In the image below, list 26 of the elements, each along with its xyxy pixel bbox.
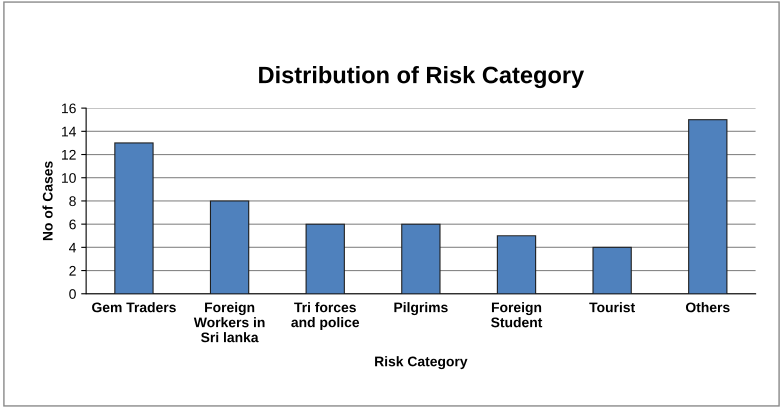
x-tick-label: Pilgrims [394,302,448,316]
y-tick-label: 6 [69,219,76,230]
y-tick-label: 14 [62,126,76,136]
x-tick-label: Gem Traders [92,302,176,312]
y-tick-label: 12 [62,150,76,160]
bar [114,142,154,294]
x-tick-label: Others [686,302,730,312]
x-tick-label: Tourist [589,302,635,312]
y-tick-label: 10 [62,173,76,183]
y-axis-title: No of Cases [42,161,53,240]
x-axis-title: Risk Category [375,356,468,370]
x-tick-label: Foreign Student [491,302,542,328]
bar [210,200,250,294]
chart-title: Distribution of Risk Category [259,66,584,88]
x-tick-label: Tri forces and police [291,302,360,330]
bar [401,224,441,294]
x-tick-label: Foreign Workers in Sri lanka [194,302,264,342]
bar [688,119,728,294]
y-tick-label: 4 [69,242,76,252]
y-tick-label: 2 [69,266,76,276]
bar [496,235,536,294]
bar [306,224,345,294]
y-tick-label: 0 [69,289,76,299]
bar [592,246,632,294]
y-tick-label: 16 [62,103,76,114]
y-tick-label: 8 [69,196,76,206]
